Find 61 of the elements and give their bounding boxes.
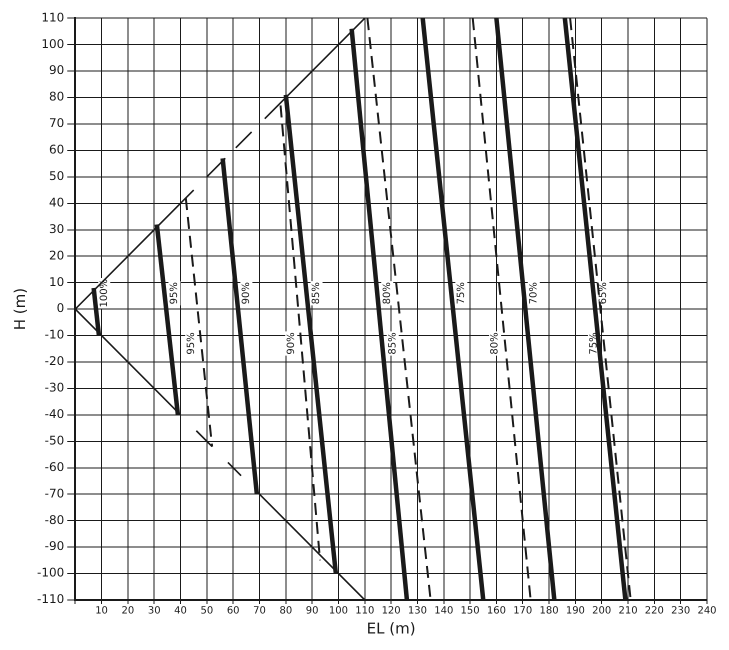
text: 90%	[240, 282, 252, 304]
y-tick-label: 70	[48, 116, 64, 130]
y-tick-label: 30	[48, 222, 64, 236]
y-tick-label: -100	[37, 566, 64, 580]
y-tick-label: -110	[37, 592, 64, 606]
x-tick-label: 210	[618, 606, 638, 617]
x-tick-label: 200	[592, 606, 612, 617]
y-tick-label: -60	[44, 460, 64, 474]
x-tick-label: 60	[226, 606, 240, 617]
x-tick-label: 170	[513, 606, 532, 617]
y-tick-label: 10	[48, 274, 64, 289]
y-axis-title: H (m)	[10, 288, 29, 330]
y-tick-label: 110	[41, 10, 64, 24]
y-tick-label: 50	[48, 169, 64, 183]
y-tick-label: 40	[48, 195, 64, 210]
y-tick-label: -70	[44, 486, 64, 500]
text: 75%	[456, 282, 467, 304]
x-tick-label: 150	[460, 606, 480, 617]
y-tick-label: -10	[44, 328, 64, 342]
y-tick-label: 100	[41, 36, 64, 51]
x-tick-label: 10	[95, 606, 108, 617]
text: 80%	[382, 282, 393, 304]
y-tick-label: 60	[48, 142, 64, 157]
y-tick-label: -90	[44, 539, 64, 554]
x-tick-label: 130	[408, 606, 427, 617]
text: 70%	[528, 282, 540, 304]
y-tick-label: -40	[44, 407, 64, 422]
y-tick-label: -50	[44, 433, 64, 448]
y-tick-label: 20	[48, 248, 64, 262]
x-tick-label: 70	[253, 606, 266, 617]
x-tick-label: 30	[148, 606, 161, 617]
x-tick-label: 120	[382, 606, 401, 617]
text: 85%	[311, 282, 322, 304]
x-axis-title: EL (m)	[366, 619, 416, 638]
text: 85%	[387, 332, 398, 355]
x-tick-label: 190	[566, 606, 585, 617]
x-tick-label: 40	[174, 606, 187, 617]
x-tick-label: 220	[644, 606, 664, 617]
y-tick-label: 80	[48, 90, 64, 104]
text: 75%	[588, 332, 600, 355]
text: 100%	[98, 278, 110, 308]
x-tick-label: 50	[200, 606, 214, 617]
x-tick-label: 230	[671, 606, 690, 617]
x-tick-label: 20	[122, 606, 134, 617]
x-tick-label: 180	[540, 606, 559, 617]
y-tick-label: -20	[44, 354, 64, 368]
x-tick-label: 110	[355, 606, 374, 617]
x-tick-label: 100	[328, 606, 348, 617]
x-tick-label: 140	[434, 606, 454, 617]
x-tick-label: 160	[486, 606, 506, 617]
text: 95%	[169, 282, 180, 304]
text: 95%	[186, 332, 197, 355]
text: 90%	[286, 332, 297, 355]
y-tick-label: 90	[48, 63, 64, 78]
text: 80%	[490, 332, 501, 355]
y-tick-label: 0	[56, 301, 64, 316]
x-tick-label: 90	[306, 606, 319, 617]
y-tick-label: -80	[44, 512, 64, 527]
x-tick-label: 240	[697, 606, 717, 617]
x-tick-label: 80	[279, 606, 292, 617]
y-tick-label: -30	[44, 380, 64, 395]
